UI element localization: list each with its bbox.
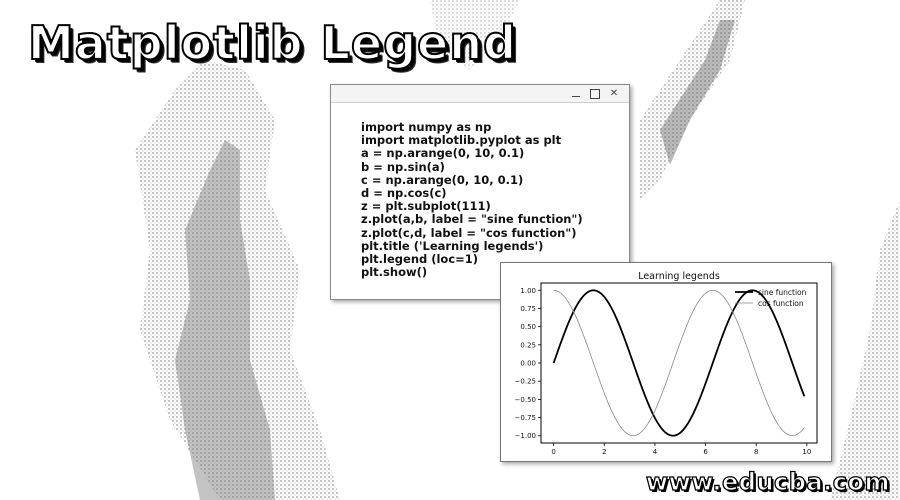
y-tick-label: 0.25 (520, 341, 536, 349)
x-tick-label: 2 (602, 448, 606, 456)
code-line: import numpy as np (361, 120, 492, 134)
x-tick-label: 6 (703, 448, 708, 456)
window-titlebar[interactable]: ✕ (331, 85, 629, 103)
y-tick-label: −0.25 (515, 378, 536, 386)
code-line: plt.legend (loc=1) (361, 252, 479, 267)
minimize-icon[interactable] (571, 89, 581, 99)
code-line: d = np.cos(c) (361, 186, 447, 201)
y-tick-label: −0.50 (515, 396, 536, 404)
page-title: Matplotlib Legend (27, 15, 517, 71)
x-tick-label: 10 (802, 448, 811, 456)
legend-label-cos: cos function (758, 299, 804, 308)
y-tick-label: −1.00 (515, 432, 536, 440)
chart-window: Learning legends 1.00 0.75 0.50 0.25 0.00 −0.… (500, 262, 832, 462)
code-line: z = plt.subplot(111) (361, 199, 491, 214)
code-line: b = np.sin(a) (361, 159, 445, 174)
code-line: c = np.arange(0, 10, 0.1) (361, 172, 524, 187)
chart-title: Learning legends (638, 271, 720, 282)
y-tick-label: 0.50 (520, 323, 536, 331)
code-window: ✕ import numpy as np import matplotlib.p… (330, 84, 630, 300)
y-tick-label: 0.00 (520, 360, 536, 368)
code-block: import numpy as np import matplotlib.pyp… (331, 103, 629, 279)
y-tick-label: 1.00 (520, 287, 536, 295)
close-icon[interactable]: ✕ (609, 87, 619, 99)
code-line: plt.title ('Learning legends') (361, 238, 544, 253)
code-line: import matplotlib.pyplot as plt (361, 133, 562, 148)
y-tick-label: −0.75 (515, 414, 536, 422)
maximize-icon[interactable] (590, 88, 600, 99)
chart-legend: sine function cos function (735, 288, 807, 308)
x-tick-label: 4 (653, 448, 658, 456)
code-line: plt.show() (361, 265, 428, 280)
line-chart: Learning legends 1.00 0.75 0.50 0.25 0.00 −0.… (515, 271, 818, 456)
code-line: z.plot(a,b, label = "sine function") (361, 212, 583, 227)
x-tick-label: 8 (754, 448, 758, 456)
watermark: www.educba.com (645, 467, 890, 496)
sine-series-line (552, 289, 806, 437)
x-tick-label: 0 (551, 448, 555, 456)
y-tick-label: 0.75 (520, 305, 536, 313)
legend-label-sine: sine function (758, 288, 807, 297)
cos-series-line (553, 289, 805, 437)
code-line: z.plot(c,d, label = "cos function") (361, 225, 577, 240)
code-line: a = np.arange(0, 10, 0.1) (361, 146, 525, 161)
